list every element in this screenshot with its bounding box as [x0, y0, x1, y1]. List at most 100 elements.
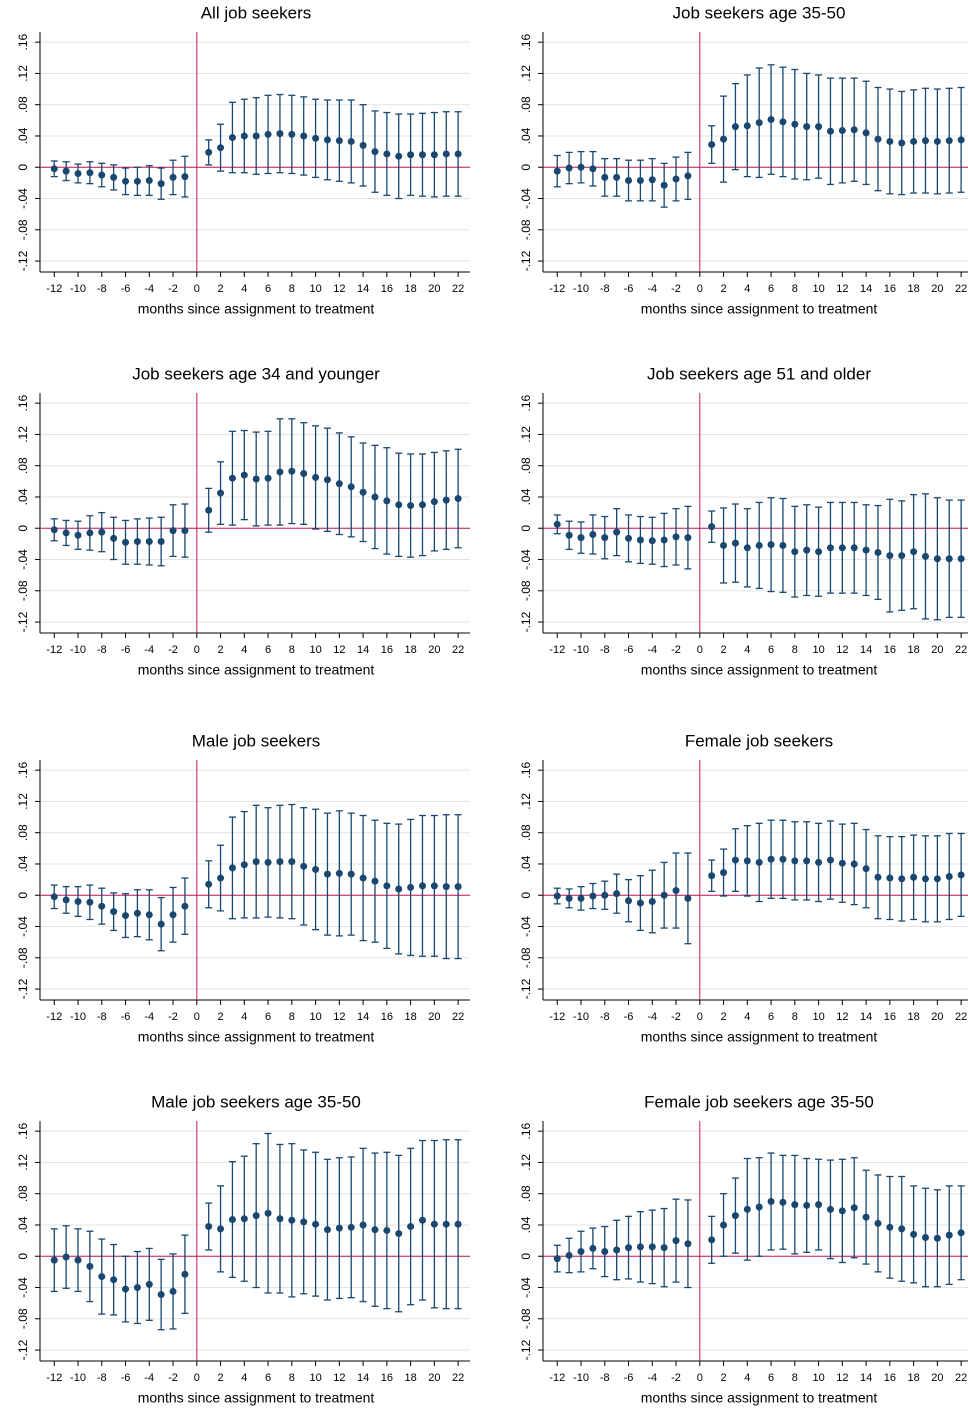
- point: [743, 122, 751, 130]
- point: [601, 534, 609, 542]
- point: [565, 164, 573, 172]
- x-tick-label: 12: [333, 283, 345, 295]
- x-tick-label: 22: [452, 1011, 464, 1023]
- point: [430, 151, 438, 159]
- y-tick-label: -.08: [519, 947, 533, 968]
- point: [648, 537, 656, 545]
- x-axis-label: months since assignment to treatment: [138, 301, 375, 317]
- panel-title: Job seekers age 51 and older: [647, 364, 871, 383]
- point: [850, 860, 858, 868]
- y-tick-label: -.12: [519, 611, 533, 632]
- x-tick-label: -12: [549, 1372, 565, 1384]
- x-tick-label: -6: [121, 644, 131, 656]
- point: [708, 141, 716, 149]
- x-tick-label: 18: [404, 1011, 416, 1023]
- x-tick-label: 8: [289, 1011, 295, 1023]
- point: [886, 137, 894, 145]
- point: [672, 887, 680, 895]
- point: [418, 151, 426, 159]
- point: [720, 135, 728, 143]
- point: [874, 1219, 882, 1227]
- point: [767, 116, 775, 124]
- point: [553, 520, 561, 528]
- point: [335, 1224, 343, 1232]
- x-tick-label: -4: [647, 283, 657, 295]
- point: [565, 531, 573, 539]
- x-axis-label: months since assignment to treatment: [641, 662, 878, 678]
- point: [276, 130, 284, 138]
- point: [371, 1226, 379, 1234]
- y-tick-label: 0: [519, 1253, 533, 1260]
- point: [767, 855, 775, 863]
- point: [898, 552, 906, 560]
- y-tick-label: .16: [16, 761, 30, 778]
- point: [945, 555, 953, 563]
- point: [454, 150, 462, 158]
- x-tick-label: 18: [404, 283, 416, 295]
- point: [383, 1226, 391, 1234]
- point: [613, 173, 621, 181]
- x-tick-label: -8: [97, 1011, 107, 1023]
- point: [779, 1198, 787, 1206]
- point: [252, 1212, 260, 1220]
- point: [755, 1203, 763, 1211]
- y-tick-label: 0: [16, 525, 30, 532]
- point: [731, 123, 739, 131]
- point: [957, 871, 965, 879]
- x-tick-label: 18: [907, 1372, 919, 1384]
- panel-title: Job seekers age 34 and younger: [132, 364, 380, 383]
- point: [62, 529, 70, 537]
- point: [791, 857, 799, 865]
- point: [442, 150, 450, 158]
- point: [288, 858, 296, 866]
- y-tick-label: .04: [519, 488, 533, 505]
- point: [708, 523, 716, 531]
- x-tick-label: -4: [647, 1372, 657, 1384]
- y-tick-label: .12: [519, 65, 533, 82]
- x-tick-label: -10: [70, 644, 86, 656]
- point: [312, 865, 320, 873]
- point: [957, 1229, 965, 1237]
- x-tick-label: 8: [289, 644, 295, 656]
- point: [50, 1256, 58, 1264]
- point: [601, 173, 609, 181]
- x-tick-label: -6: [121, 283, 131, 295]
- x-tick-label: 14: [357, 644, 369, 656]
- point: [815, 123, 823, 131]
- y-tick-label: -.12: [16, 978, 30, 999]
- x-tick-label: 20: [931, 283, 943, 295]
- point: [613, 528, 621, 536]
- point: [743, 857, 751, 865]
- x-tick-label: 2: [217, 283, 223, 295]
- point: [636, 899, 644, 907]
- point: [98, 171, 106, 179]
- y-tick-label: .16: [519, 394, 533, 411]
- point: [323, 136, 331, 144]
- point: [779, 541, 787, 549]
- x-tick-label: -6: [624, 644, 634, 656]
- x-tick-label: 12: [836, 644, 848, 656]
- point: [217, 1225, 225, 1233]
- y-tick-label: .08: [16, 1185, 30, 1202]
- point: [636, 177, 644, 185]
- point: [625, 177, 633, 185]
- y-tick-label: .08: [519, 96, 533, 113]
- x-tick-label: 20: [931, 1372, 943, 1384]
- point: [205, 148, 213, 156]
- y-tick-label: .12: [519, 426, 533, 443]
- y-tick-label: .04: [16, 1216, 30, 1233]
- x-tick-label: 20: [931, 1011, 943, 1023]
- x-tick-label: 16: [381, 644, 393, 656]
- x-tick-label: 2: [217, 644, 223, 656]
- point: [442, 496, 450, 504]
- x-tick-label: 6: [265, 1011, 271, 1023]
- point: [407, 883, 415, 891]
- point: [921, 875, 929, 883]
- point: [708, 1236, 716, 1244]
- point: [157, 920, 165, 928]
- point: [264, 858, 272, 866]
- x-tick-label: 10: [309, 283, 321, 295]
- x-tick-label: 20: [428, 644, 440, 656]
- x-tick-label: 22: [955, 283, 967, 295]
